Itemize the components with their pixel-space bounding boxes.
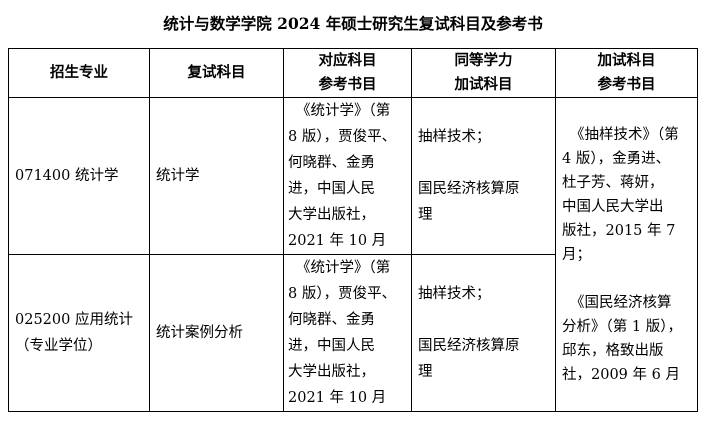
extra-book-line: 社，2009 年 6 月 bbox=[562, 366, 680, 383]
book-line: 8 版），贾俊平、 bbox=[288, 286, 397, 302]
header-subject: 复试科目 bbox=[149, 48, 284, 98]
header-major: 招生专业 bbox=[8, 48, 150, 98]
extra-line: 抽样技术； bbox=[418, 286, 491, 302]
book-line: 何晓群、金勇 bbox=[288, 155, 375, 171]
extra-line: 抽样技术； bbox=[418, 129, 491, 145]
extra-line: 国民经济核算原 bbox=[418, 181, 520, 197]
extra-line: 理 bbox=[418, 207, 433, 223]
major-text: （专业学位） bbox=[15, 338, 102, 354]
extra-books-cell: 《抽样技术》（第 4 版），金勇进、 杜子芳、蒋妍， 中国人民大学出 版社，20… bbox=[555, 97, 698, 412]
extra-line bbox=[418, 307, 549, 333]
major-cell: 025200 应用统计 （专业学位） bbox=[8, 254, 150, 412]
header-books: 对应科目 参考书目 bbox=[283, 48, 412, 98]
book-line: 何晓群、金勇 bbox=[288, 312, 375, 328]
extra-book-line: 4 版），金勇进、 bbox=[562, 150, 671, 167]
extra-line: 国民经济核算原 bbox=[418, 338, 520, 354]
book-line: 进，中国人民 bbox=[288, 338, 375, 354]
extra-book-line: 杜子芳、蒋妍， bbox=[562, 174, 664, 191]
header-extra-books: 加试科目 参考书目 bbox=[555, 48, 698, 98]
exam-table: 招生专业 复试科目 对应科目 参考书目 同等学力 加试科目 加试科目 参考书目 071… bbox=[8, 48, 698, 412]
book-line: 《统计学》（第 bbox=[296, 260, 391, 276]
header-text: 对应科目 bbox=[318, 52, 377, 69]
book-line: 8 版），贾俊平、 bbox=[288, 129, 397, 145]
extra-book-line: 月； bbox=[562, 246, 591, 263]
extra-book-line bbox=[562, 267, 691, 291]
major-cell: 071400 统计学 bbox=[8, 97, 150, 255]
major-text: 071400 统计学 bbox=[15, 168, 119, 184]
extra-cell: 抽样技术； 国民经济核算原 理 bbox=[411, 97, 556, 255]
header-text: 招生专业 bbox=[50, 64, 108, 81]
major-text: 025200 应用统计 bbox=[15, 312, 133, 328]
book-line: 大学出版社， bbox=[288, 207, 375, 223]
extra-book-line: 版社，2015 年 7 bbox=[562, 222, 676, 239]
header-text: 参考书目 bbox=[318, 76, 377, 93]
page-title: 统计与数学学院 2024 年硕士研究生复试科目及参考书 bbox=[163, 14, 543, 33]
table-row: 025200 应用统计 （专业学位） 统计案例分析 《统计学》（第 8 版），贾俊… bbox=[8, 254, 698, 412]
extra-book-line: 邱东，格致出版 bbox=[562, 342, 664, 359]
header-text: 复试科目 bbox=[187, 64, 246, 81]
extra-book-line: 《国民经济核算 bbox=[570, 294, 672, 311]
extra-book-line: 中国人民大学出 bbox=[562, 198, 664, 215]
book-line: 《统计学》（第 bbox=[296, 103, 391, 119]
book-line: 2021 年 10 月 bbox=[288, 233, 387, 249]
subject-text: 统计案例分析 bbox=[156, 325, 243, 341]
header-row: 招生专业 复试科目 对应科目 参考书目 同等学力 加试科目 加试科目 参考书目 bbox=[8, 48, 698, 98]
header-text: 同等学力 bbox=[454, 52, 513, 69]
extra-cell: 抽样技术； 国民经济核算原 理 bbox=[411, 254, 556, 412]
header-text: 加试科目 bbox=[454, 76, 513, 93]
subject-cell: 统计学 bbox=[149, 97, 284, 255]
table-row: 071400 统计学 统计学 《统计学》（第 8 版），贾俊平、 何晓群、金勇 … bbox=[8, 97, 698, 412]
extra-line bbox=[418, 150, 549, 176]
book-line: 大学出版社， bbox=[288, 364, 375, 380]
books-cell: 《统计学》（第 8 版），贾俊平、 何晓群、金勇 进，中国人民 大学出版社， 2… bbox=[283, 97, 412, 255]
extra-book-line: 分析》（第 1 版）， bbox=[562, 318, 682, 335]
books-cell: 《统计学》（第 8 版），贾俊平、 何晓群、金勇 进，中国人民 大学出版社， 2… bbox=[283, 254, 412, 412]
book-line: 2021 年 10 月 bbox=[288, 390, 387, 406]
subject-cell: 统计案例分析 bbox=[149, 254, 284, 412]
book-line: 进，中国人民 bbox=[288, 181, 375, 197]
header-text: 参考书目 bbox=[597, 76, 656, 93]
header-extra: 同等学力 加试科目 bbox=[411, 48, 556, 98]
extra-line: 理 bbox=[418, 364, 433, 380]
header-text: 加试科目 bbox=[597, 52, 656, 69]
subject-text: 统计学 bbox=[156, 168, 200, 184]
extra-book-line: 《抽样技术》（第 bbox=[570, 126, 679, 143]
